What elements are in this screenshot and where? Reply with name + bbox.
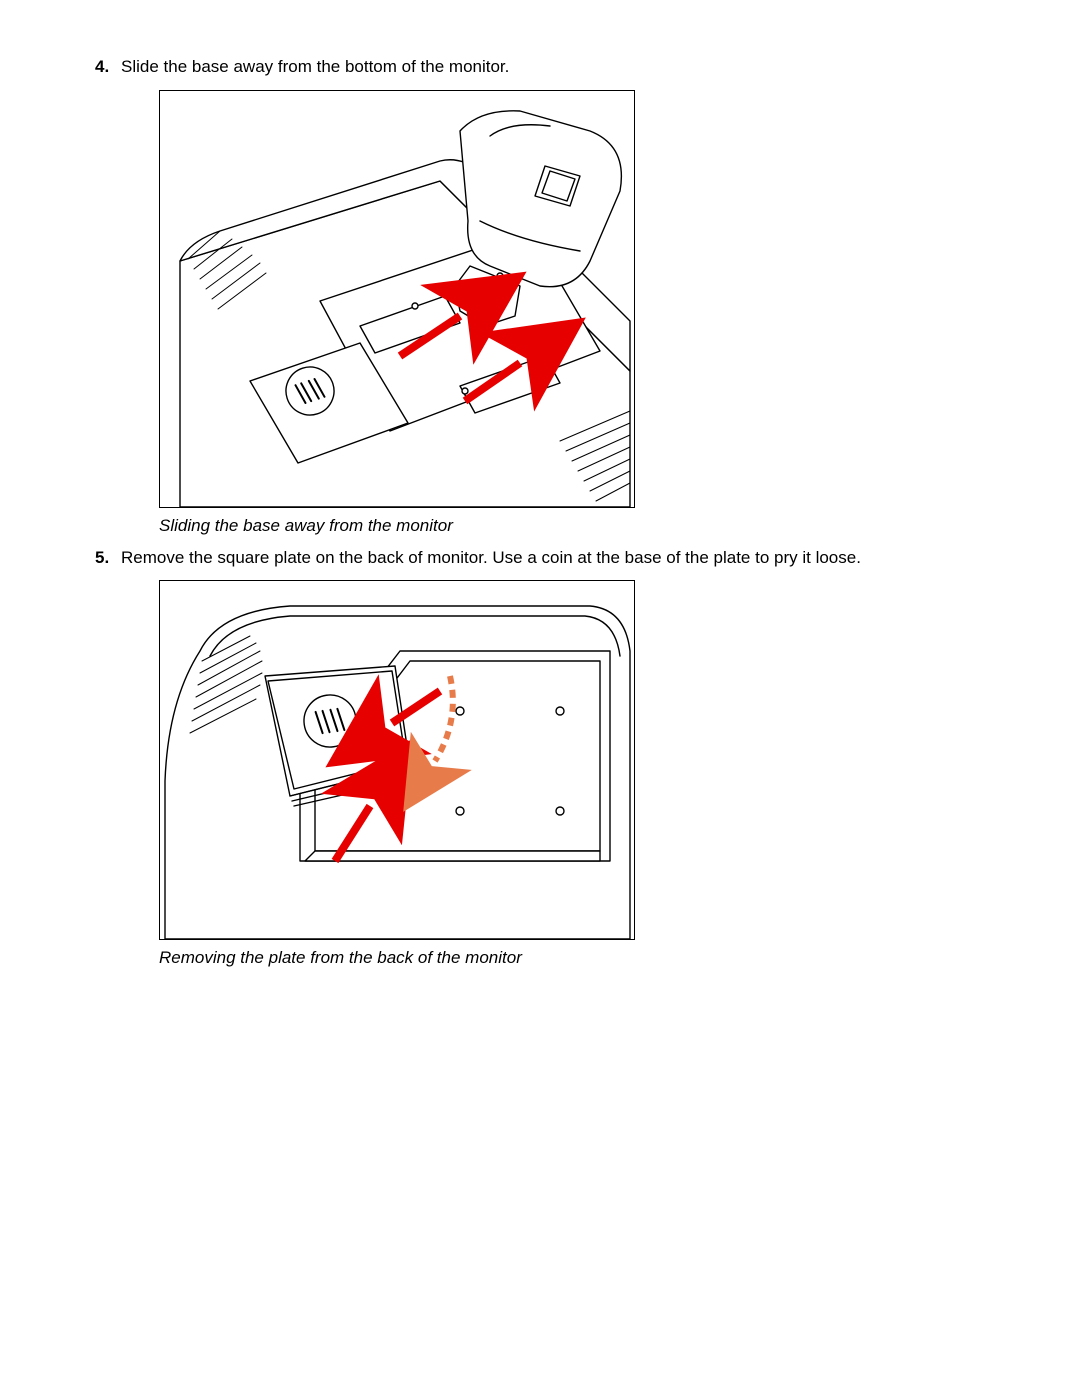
step-text: Slide the base away from the bottom of t… xyxy=(121,55,985,80)
step-number: 4. xyxy=(95,55,121,80)
figure-remove-plate xyxy=(159,580,635,940)
step-5: 5. Remove the square plate on the back o… xyxy=(95,546,985,571)
manual-page: 4. Slide the base away from the bottom o… xyxy=(0,0,1080,968)
figure-caption-2: Removing the plate from the back of the … xyxy=(159,948,985,968)
step-4: 4. Slide the base away from the bottom o… xyxy=(95,55,985,80)
step-number: 5. xyxy=(95,546,121,571)
step-text: Remove the square plate on the back of m… xyxy=(121,546,985,571)
figure-caption-1: Sliding the base away from the monitor xyxy=(159,516,985,536)
figure-slide-base xyxy=(159,90,635,508)
